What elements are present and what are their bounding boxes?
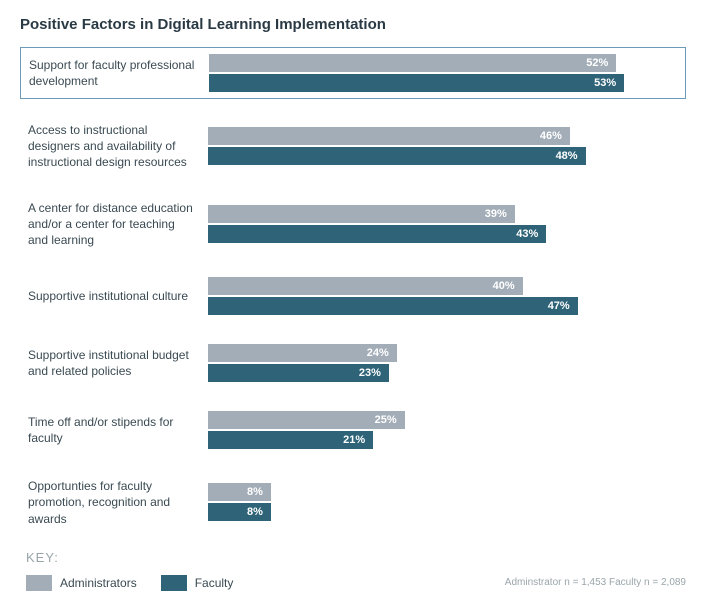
bar-administrators: 40% — [208, 277, 523, 295]
bar-row: 53% — [209, 74, 679, 92]
chart-group: Access to instructional designers and av… — [20, 116, 686, 177]
bar-value: 25% — [375, 414, 397, 426]
bar-value: 23% — [359, 367, 381, 379]
bar-faculty: 23% — [208, 364, 389, 382]
legend-key-label: KEY: — [26, 550, 686, 565]
category-label: Supportive institutional budget and rela… — [28, 347, 208, 379]
bar-row: 47% — [208, 297, 680, 315]
chart-area: Support for faculty professional develop… — [20, 47, 686, 533]
bar-value: 24% — [367, 347, 389, 359]
category-label: Support for faculty professional develop… — [29, 57, 209, 89]
chart-group: Opportunties for faculty promotion, reco… — [20, 472, 686, 533]
bar-faculty: 47% — [208, 297, 578, 315]
bar-value: 43% — [516, 228, 538, 240]
chart-group: Supportive institutional culture 40% 47% — [20, 271, 686, 321]
bar-administrators: 39% — [208, 205, 515, 223]
chart-group: A center for distance education and/or a… — [20, 194, 686, 255]
bar-value: 39% — [485, 208, 507, 220]
category-label: Access to instructional designers and av… — [28, 122, 208, 171]
bar-faculty: 48% — [208, 147, 586, 165]
bar-row: 48% — [208, 147, 680, 165]
bar-row: 52% — [209, 54, 679, 72]
bar-value: 48% — [556, 150, 578, 162]
bar-faculty: 43% — [208, 225, 546, 243]
bar-value: 47% — [548, 300, 570, 312]
bar-row: 43% — [208, 225, 680, 243]
legend-items: Administrators Faculty — [26, 575, 233, 591]
legend-swatch — [26, 575, 52, 591]
legend-swatch — [161, 575, 187, 591]
chart-title: Positive Factors in Digital Learning Imp… — [20, 16, 686, 33]
category-label: Opportunties for faculty promotion, reco… — [28, 478, 208, 527]
bar-row: 21% — [208, 431, 680, 449]
bar-faculty: 21% — [208, 431, 373, 449]
chart-group: Support for faculty professional develop… — [20, 47, 686, 99]
bar-administrators: 24% — [208, 344, 397, 362]
legend-area: KEY: Administrators Faculty Adminstrator … — [20, 550, 686, 591]
category-label: Time off and/or stipends for faculty — [28, 414, 208, 446]
bars-container: 25% 21% — [208, 411, 680, 449]
bar-administrators: 8% — [208, 483, 271, 501]
bar-row: 40% — [208, 277, 680, 295]
legend-item: Administrators — [26, 575, 137, 591]
bars-container: 46% 48% — [208, 127, 680, 165]
bar-administrators: 46% — [208, 127, 570, 145]
legend-label: Faculty — [195, 576, 234, 590]
bars-container: 39% 43% — [208, 205, 680, 243]
bar-value: 8% — [247, 506, 263, 518]
bar-row: 39% — [208, 205, 680, 223]
bar-value: 53% — [594, 77, 616, 89]
bar-row: 46% — [208, 127, 680, 145]
bar-row: 8% — [208, 483, 680, 501]
bar-faculty: 53% — [209, 74, 624, 92]
legend-row: Administrators Faculty Adminstrator n = 1… — [20, 575, 686, 591]
chart-group: Supportive institutional budget and rela… — [20, 338, 686, 388]
category-label: A center for distance education and/or a… — [28, 200, 208, 249]
bar-row: 23% — [208, 364, 680, 382]
bar-value: 46% — [540, 130, 562, 142]
category-label: Supportive institutional culture — [28, 288, 208, 304]
legend-label: Administrators — [60, 576, 137, 590]
legend-item: Faculty — [161, 575, 234, 591]
sample-size-note: Adminstrator n = 1,453 Faculty n = 2,089 — [505, 577, 686, 588]
bar-value: 52% — [586, 57, 608, 69]
bar-administrators: 52% — [209, 54, 616, 72]
bars-container: 8% 8% — [208, 483, 680, 521]
bar-row: 25% — [208, 411, 680, 429]
chart-group: Time off and/or stipends for faculty25%2… — [20, 405, 686, 455]
bars-container: 24% 23% — [208, 344, 680, 382]
bar-value: 40% — [493, 280, 515, 292]
bar-value: 8% — [247, 486, 263, 498]
bars-container: 52% 53% — [209, 54, 679, 92]
bar-value: 21% — [343, 434, 365, 446]
bar-row: 24% — [208, 344, 680, 362]
bars-container: 40% 47% — [208, 277, 680, 315]
bar-faculty: 8% — [208, 503, 271, 521]
bar-row: 8% — [208, 503, 680, 521]
bar-administrators: 25% — [208, 411, 405, 429]
